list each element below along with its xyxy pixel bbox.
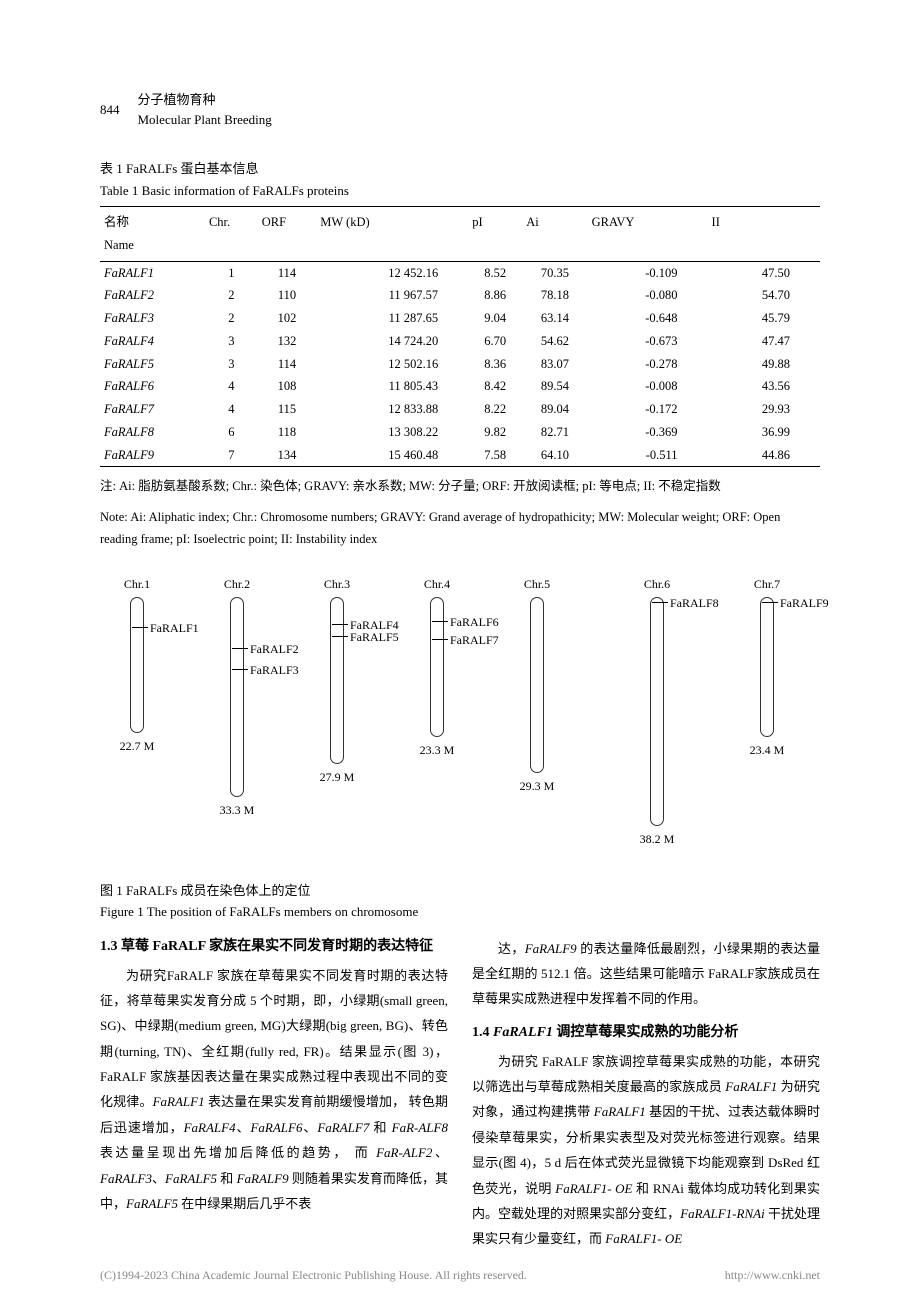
- chrom-bar: [530, 597, 544, 773]
- journal-name-en: Molecular Plant Breeding: [138, 110, 272, 130]
- page-number: 844: [100, 100, 120, 120]
- chrom-bar: [130, 597, 144, 733]
- figure1-caption-cn: 图 1 FaRALFs 成员在染色体上的定位: [100, 881, 820, 901]
- chrom-label: Chr.7: [754, 575, 780, 593]
- body-text: 1.3 草莓 FaRALF 家族在果实不同发育时期的表达特征 为研究FaRALF…: [100, 936, 820, 1252]
- gene-marker: FaRALF6: [450, 613, 499, 631]
- gene-marker: FaRALF5: [350, 628, 399, 646]
- chrom-label: Chr.5: [524, 575, 550, 593]
- chrom-bar: [330, 597, 344, 764]
- chrom-label: Chr.2: [224, 575, 250, 593]
- chrom-size: 22.7 M: [120, 737, 155, 755]
- table-row: FaRALF5311412 502.168.3683.07-0.27849.88: [100, 353, 820, 376]
- table1-note-cn: 注: Ai: 脂肪氨基酸系数; Chr.: 染色体; GRAVY: 亲水系数; …: [100, 475, 820, 498]
- gene-marker: FaRALF9: [780, 594, 829, 612]
- table1-caption-cn: 表 1 FaRALFs 蛋白基本信息: [100, 159, 820, 179]
- chrom-bar: [650, 597, 664, 826]
- table-row: FaRALF4313214 724.206.7054.62-0.67347.47: [100, 330, 820, 353]
- chrom-bar: [430, 597, 444, 737]
- footer-right: http://www.cnki.net: [725, 1266, 820, 1284]
- page-header: 844 分子植物育种 Molecular Plant Breeding: [100, 90, 820, 129]
- chrom-bar: [760, 597, 774, 737]
- table-row: FaRALF2211011 967.578.8678.18-0.08054.70: [100, 284, 820, 307]
- gene-marker: FaRALF1: [150, 619, 199, 637]
- gene-marker: FaRALF2: [250, 640, 299, 658]
- table1-col-1: Chr.: [205, 207, 258, 234]
- chrom-label: Chr.6: [644, 575, 670, 593]
- table-row: FaRALF1111412 452.168.5270.35-0.10947.50: [100, 261, 820, 284]
- table1-name-sub: Name: [100, 234, 205, 261]
- chrom-size: 23.4 M: [750, 741, 785, 759]
- chrom-size: 27.9 M: [320, 768, 355, 786]
- chrom-label: Chr.1: [124, 575, 150, 593]
- journal-block: 分子植物育种 Molecular Plant Breeding: [138, 90, 272, 129]
- section-1-3-heading: 1.3 草莓 FaRALF 家族在果实不同发育时期的表达特征: [100, 936, 448, 957]
- chrom-size: 29.3 M: [520, 777, 555, 795]
- chrom-label: Chr.3: [324, 575, 350, 593]
- table1: 名称Chr.ORFMW (kD)pIAiGRAVYII Name FaRALF1…: [100, 206, 820, 467]
- table1-col-5: Ai: [522, 207, 587, 234]
- table-row: FaRALF7411512 833.888.2289.04-0.17229.93: [100, 398, 820, 421]
- table-row: FaRALF6410811 805.438.4289.54-0.00843.56: [100, 375, 820, 398]
- table1-col-6: GRAVY: [588, 207, 708, 234]
- table1-col-2: ORF: [258, 207, 316, 234]
- chrom-size: 23.3 M: [420, 741, 455, 759]
- table1-note-en: Note: Ai: Aliphatic index; Chr.: Chromos…: [100, 506, 820, 551]
- gene-marker: FaRALF7: [450, 631, 499, 649]
- section-1-3-para-cont: 达，FaRALF9 的表达量降低最剧烈，小绿果期的表达量是全红期的 512.1 …: [472, 936, 820, 1012]
- journal-name-cn: 分子植物育种: [138, 90, 272, 110]
- table-row: FaRALF3210211 287.659.0463.14-0.64845.79: [100, 307, 820, 330]
- table1-caption-en: Table 1 Basic information of FaRALFs pro…: [100, 181, 820, 201]
- table1-col-7: II: [708, 207, 820, 234]
- table-row: FaRALF8611813 308.229.8282.71-0.36936.99: [100, 421, 820, 444]
- page-footer: (C)1994-2023 China Academic Journal Elec…: [0, 1266, 920, 1284]
- chrom-label: Chr.4: [424, 575, 450, 593]
- section-1-4-heading: 1.4 FaRALF1 调控草莓果实成熟的功能分析: [472, 1022, 820, 1043]
- chrom-bar: [230, 597, 244, 797]
- chrom-size: 38.2 M: [640, 830, 675, 848]
- table1-col-4: pI: [468, 207, 522, 234]
- figure1-chromosome-diagram: Chr.1 22.7 M FaRALF1 Chr.2 33.3 M FaRALF2 FaRA…: [100, 575, 820, 875]
- table1-col-3: MW (kD): [316, 207, 468, 234]
- chrom-size: 33.3 M: [220, 801, 255, 819]
- gene-marker: FaRALF3: [250, 661, 299, 679]
- figure1-caption-en: Figure 1 The position of FaRALFs members…: [100, 902, 820, 922]
- footer-left: (C)1994-2023 China Academic Journal Elec…: [100, 1266, 527, 1284]
- section-1-4-para: 为研究 FaRALF 家族调控草莓果实成熟的功能，本研究以筛选出与草莓成熟相关度…: [472, 1049, 820, 1252]
- section-1-3-para: 为研究FaRALF 家族在草莓果实不同发育时期的表达特征，将草莓果实发育分成 5…: [100, 963, 448, 1216]
- table1-col-0: 名称: [100, 207, 205, 234]
- table-row: FaRALF9713415 460.487.5864.10-0.51144.86: [100, 444, 820, 467]
- gene-marker: FaRALF8: [670, 594, 719, 612]
